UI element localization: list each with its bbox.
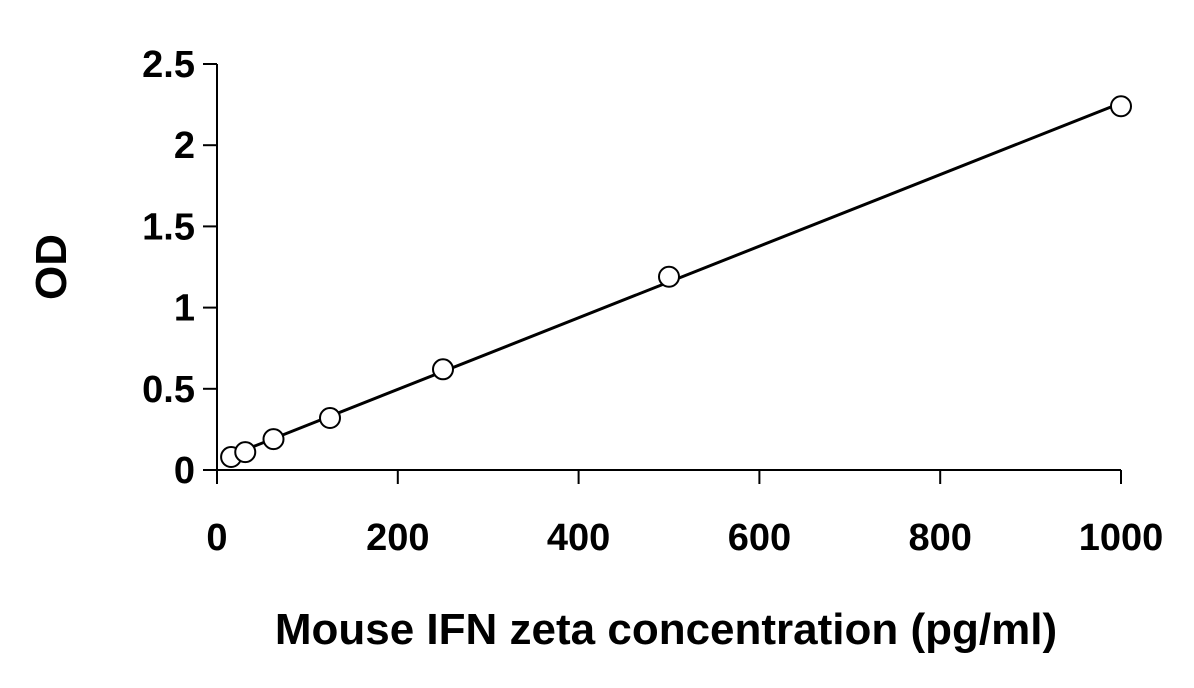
y-tick-label: 2.5 — [142, 44, 195, 86]
data-point — [234, 441, 257, 464]
x-tick-label: 400 — [547, 517, 610, 559]
y-axis-title: OD — [27, 234, 76, 300]
plot-area — [220, 95, 1132, 469]
y-ticks: 0 0.5 1 1.5 2 2.5 — [142, 44, 217, 492]
y-tick-label: 2 — [174, 125, 195, 167]
y-tick-label: 0.5 — [142, 369, 195, 411]
x-tick-label: 200 — [366, 517, 429, 559]
y-tick-label: 0 — [174, 450, 195, 492]
x-tick-label: 1000 — [1079, 517, 1164, 559]
y-tick-label: 1 — [174, 288, 195, 330]
data-point — [319, 407, 341, 430]
x-tick-label: 0 — [206, 517, 227, 559]
x-tick-label: 600 — [728, 517, 791, 559]
data-point — [262, 428, 285, 451]
data-point — [658, 265, 680, 288]
data-point — [1110, 95, 1132, 118]
x-ticks: 0 200 400 600 800 1000 — [206, 470, 1163, 559]
x-axis-title: Mouse IFN zeta concentration (pg/ml) — [275, 605, 1057, 654]
data-point — [432, 358, 454, 381]
y-tick-label: 1.5 — [142, 206, 195, 248]
x-tick-label: 800 — [908, 517, 971, 559]
axes — [216, 64, 1121, 471]
